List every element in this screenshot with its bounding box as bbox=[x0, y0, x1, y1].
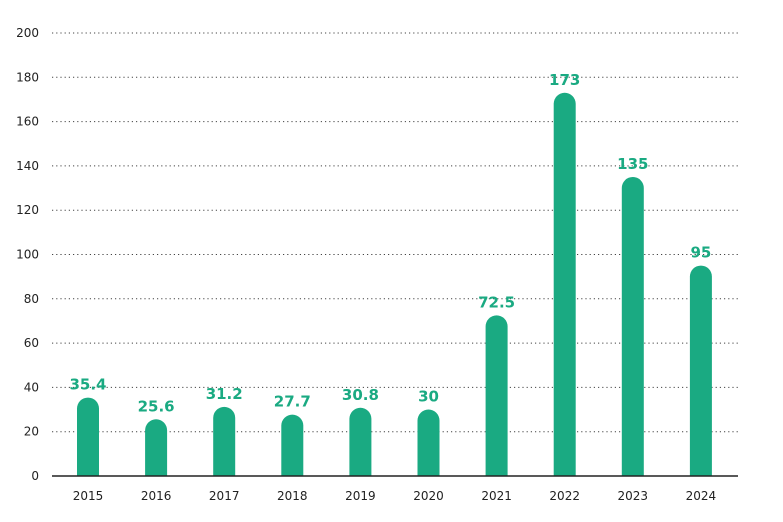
bar-2019 bbox=[349, 407, 372, 476]
x-tick-label-2023: 2023 bbox=[618, 489, 649, 503]
value-label-2018: 27.7 bbox=[274, 393, 311, 411]
bar-2015 bbox=[77, 397, 99, 476]
value-label-2022: 173 bbox=[549, 71, 580, 89]
x-tick-label-2016: 2016 bbox=[141, 489, 172, 503]
bars bbox=[77, 92, 712, 477]
x-tick-label-2020: 2020 bbox=[413, 489, 444, 503]
value-label-2015: 35.4 bbox=[69, 376, 106, 394]
y-tick-label: 180 bbox=[16, 70, 39, 84]
x-tick-label-2024: 2024 bbox=[686, 489, 717, 503]
y-tick-label: 20 bbox=[24, 425, 39, 439]
x-tick-label-2018: 2018 bbox=[277, 489, 308, 503]
y-tick-label: 40 bbox=[24, 380, 39, 394]
x-tick-label-2019: 2019 bbox=[345, 489, 376, 503]
x-tick-label-2017: 2017 bbox=[209, 489, 240, 503]
y-tick-label: 160 bbox=[16, 115, 39, 129]
value-label-2020: 30 bbox=[418, 388, 439, 406]
y-tick-label: 80 bbox=[24, 292, 39, 306]
x-tick-label-2022: 2022 bbox=[549, 489, 580, 503]
y-tick-label: 140 bbox=[16, 159, 39, 173]
y-tick-label: 60 bbox=[24, 336, 39, 350]
y-tick-label: 100 bbox=[16, 248, 39, 262]
bar-2018 bbox=[281, 414, 304, 476]
bar-2017 bbox=[213, 406, 236, 476]
x-tick-label-2021: 2021 bbox=[481, 489, 512, 503]
value-label-2024: 95 bbox=[690, 244, 711, 262]
value-label-2017: 31.2 bbox=[206, 385, 243, 403]
bar-2024 bbox=[689, 265, 712, 476]
value-label-2019: 30.8 bbox=[342, 386, 379, 404]
value-label-2021: 72.5 bbox=[478, 293, 515, 311]
y-tick-label: 0 bbox=[31, 469, 39, 483]
y-tick-label: 120 bbox=[16, 203, 39, 217]
value-label-2016: 25.6 bbox=[138, 397, 175, 415]
value-labels: 35.4 25.6 31.2 27.7 30.8 30 72.5 173 135 95 bbox=[69, 71, 711, 415]
x-tick-label-2015: 2015 bbox=[73, 489, 104, 503]
value-label-2023: 135 bbox=[617, 155, 648, 173]
bar-2016 bbox=[145, 419, 168, 476]
bar-2023 bbox=[621, 176, 644, 476]
bar-2021 bbox=[485, 315, 508, 476]
y-tick-label: 200 bbox=[16, 26, 39, 40]
x-axis-tick-labels: 2015 2016 2017 2018 2019 2020 2021 2022 2023 2024 bbox=[73, 489, 716, 503]
bar-2020 bbox=[417, 409, 440, 476]
y-axis-tick-labels: 0 20 40 60 80 100 120 140 160 180 200 bbox=[16, 26, 39, 483]
bar-2022 bbox=[553, 92, 576, 477]
